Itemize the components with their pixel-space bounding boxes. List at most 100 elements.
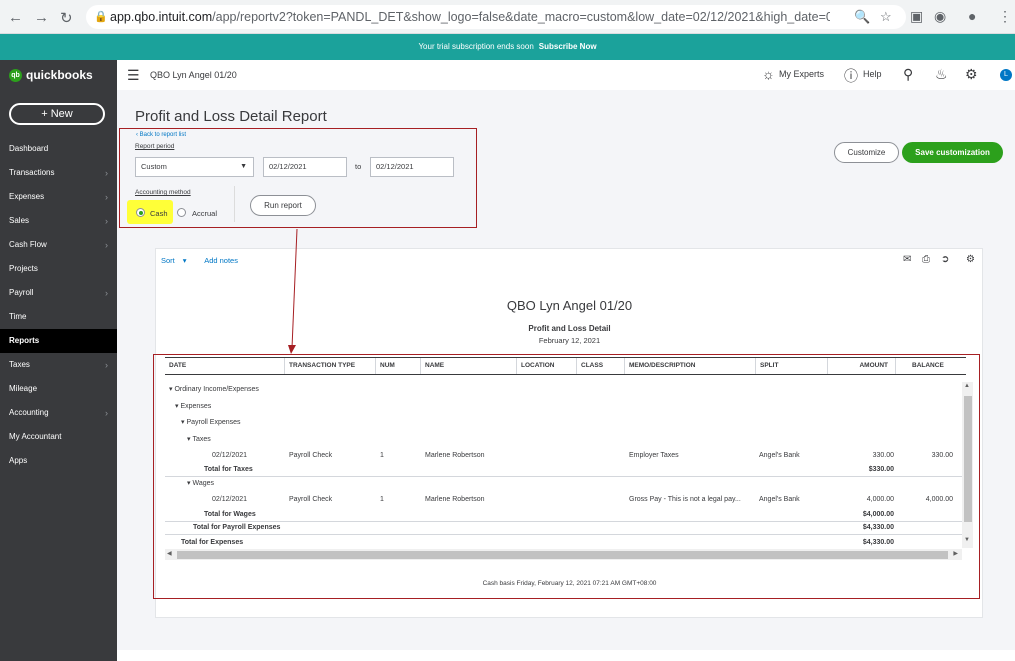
sidebar-item-dashboard[interactable]: Dashboard (0, 137, 117, 161)
to-date-field[interactable]: 02/12/2021 (370, 157, 454, 177)
sidebar-item-time[interactable]: Time (0, 305, 117, 329)
wages-row-type[interactable]: Payroll Check (289, 496, 333, 503)
reload-icon[interactable]: ↻ (60, 10, 73, 27)
col-balance[interactable]: BALANCE (912, 362, 944, 369)
sidebar-item-cash-flow[interactable]: Cash Flow › (0, 233, 117, 257)
back-arrow-icon[interactable]: ← (8, 9, 23, 26)
col-transaction-type[interactable]: TRANSACTION TYPE (289, 362, 356, 369)
avatar[interactable]: L (1000, 69, 1012, 81)
col-split[interactable]: SPLIT (760, 362, 779, 369)
group-payroll-expenses[interactable]: ▾ Payroll Expenses (181, 418, 241, 426)
from-date-field[interactable]: 02/12/2021 (263, 157, 347, 177)
eye-extension-icon[interactable]: ◉ (934, 8, 947, 24)
cash-radio[interactable] (136, 208, 145, 217)
help-link[interactable]: Help (863, 69, 882, 79)
chevron-right-icon: › (105, 408, 108, 418)
my-experts-icon[interactable]: ☼ (762, 66, 775, 82)
collapse-triangle-icon: ▾ (187, 480, 193, 487)
sidebar-item-label: Sales (9, 216, 30, 225)
col-memo-description[interactable]: MEMO/DESCRIPTION (629, 362, 696, 369)
col-divider (576, 358, 577, 374)
address-bar[interactable]: 🔒 app.qbo.intuit.com/app/reportv2?token=… (86, 5, 906, 29)
group-label: Ordinary Income/Expenses (174, 386, 259, 393)
hamburger-menu-icon[interactable]: ☰ (127, 67, 140, 83)
group-expenses[interactable]: ▾ Expenses (175, 402, 211, 410)
sidebar-item-accounting[interactable]: Accounting › (0, 401, 117, 425)
bookmark-star-icon[interactable]: ☆ (880, 9, 892, 24)
quickbooks-logo[interactable]: qb quickbooks (9, 68, 93, 83)
col-location[interactable]: LOCATION (521, 362, 555, 369)
sidebar-item-sales[interactable]: Sales › (0, 209, 117, 233)
group-wages[interactable]: ▾ Wages (187, 479, 214, 487)
sidebar-item-reports[interactable]: Reports (0, 329, 117, 353)
taxes-row-amount[interactable]: 330.00 (872, 452, 894, 459)
trial-text: Your trial subscription ends soon (418, 42, 534, 51)
total-wages-label: Total for Wages (204, 511, 256, 518)
col-amount[interactable]: AMOUNT (859, 362, 888, 369)
wages-row-memo: Gross Pay - This is not a legal pay... (629, 496, 741, 503)
new-button[interactable]: + New (9, 103, 105, 125)
report-period-select[interactable]: Custom ▼ (135, 157, 254, 177)
add-notes-link[interactable]: Add notes (204, 256, 238, 265)
sidebar-item-taxes[interactable]: Taxes › (0, 353, 117, 377)
email-icon[interactable]: ✉ (903, 254, 912, 265)
customize-button[interactable]: Customize (834, 142, 899, 163)
sort-caret-icon: ▾ (182, 256, 187, 265)
export-icon[interactable]: ➲ (941, 254, 950, 265)
sidebar-item-payroll[interactable]: Payroll › (0, 281, 117, 305)
url-path: /app/reportv2?token=PANDL_DET&show_logo=… (212, 10, 830, 24)
scroll-down-icon[interactable]: ▼ (964, 537, 970, 543)
wages-row-amount[interactable]: 4,000.00 (866, 496, 894, 503)
url-text[interactable]: app.qbo.intuit.com/app/reportv2?token=PA… (110, 10, 830, 24)
sidebar-item-label: My Accountant (9, 432, 62, 441)
taxes-row-type[interactable]: Payroll Check (289, 452, 333, 459)
profile-icon[interactable]: ● (968, 8, 977, 24)
sidebar-item-my-accountant[interactable]: My Accountant (0, 425, 117, 449)
save-customization-button[interactable]: Save customization (902, 142, 1003, 163)
sidebar-item-transactions[interactable]: Transactions › (0, 161, 117, 185)
group-ordinary-income[interactable]: ▾ Ordinary Income/Expenses (169, 385, 259, 393)
col-name[interactable]: NAME (425, 362, 445, 369)
col-divider (420, 358, 421, 374)
help-icon[interactable]: ⓘ (844, 68, 858, 84)
sidebar-item-mileage[interactable]: Mileage (0, 377, 117, 401)
taxes-row-name: Marlene Robertson (425, 452, 485, 459)
table-header-line-bottom (165, 374, 966, 375)
back-to-report-list-link[interactable]: ‹ Back to report list (136, 132, 186, 138)
subscribe-now-link[interactable]: Subscribe Now (538, 42, 597, 51)
col-date[interactable]: DATE (169, 362, 187, 369)
wages-row-split: Angel's Bank (759, 496, 800, 503)
col-class[interactable]: CLASS (581, 362, 604, 369)
group-taxes[interactable]: ▾ Taxes (187, 435, 211, 443)
menu-kebab-icon[interactable]: ⋮ (998, 8, 1012, 24)
scroll-up-icon[interactable]: ▲ (964, 383, 970, 389)
search-icon[interactable]: ⚲ (903, 66, 914, 82)
sidebar-item-apps[interactable]: Apps (0, 449, 117, 473)
scroll-left-icon[interactable]: ◀ (167, 551, 172, 557)
scroll-right-icon[interactable]: ▶ (953, 551, 958, 557)
print-icon[interactable]: ⎙ (922, 254, 930, 265)
sort-dropdown[interactable]: Sort ▾ (161, 256, 195, 265)
vertical-scrollbar[interactable]: ▲ ▼ (962, 382, 973, 548)
forward-arrow-icon[interactable]: → (34, 9, 49, 26)
run-report-button[interactable]: Run report (250, 195, 316, 216)
logo-text: quickbooks (26, 68, 93, 82)
report-settings-gear-icon[interactable]: ⚙ (966, 254, 975, 265)
vertical-scroll-thumb[interactable] (964, 396, 972, 522)
group-label: Taxes (192, 436, 211, 443)
collapse-triangle-icon: ▾ (169, 386, 175, 393)
sidebar-item-expenses[interactable]: Expenses › (0, 185, 117, 209)
extension-icon[interactable]: ▣ (910, 8, 924, 24)
zoom-icon[interactable]: 🔍 (854, 9, 871, 24)
horizontal-scroll-thumb[interactable] (177, 551, 948, 559)
col-num[interactable]: NUM (380, 362, 395, 369)
settings-gear-icon[interactable]: ⚙ (965, 66, 978, 82)
taxes-row-date: 02/12/2021 (212, 452, 248, 459)
horizontal-scrollbar[interactable]: ◀ ▶ (165, 549, 962, 560)
sidebar-item-label: Mileage (9, 384, 38, 393)
chevron-right-icon: › (105, 360, 108, 370)
sidebar-item-projects[interactable]: Projects (0, 257, 117, 281)
accrual-radio[interactable] (177, 208, 186, 217)
my-experts-link[interactable]: My Experts (779, 69, 825, 79)
notifications-bell-icon[interactable]: ♨ (935, 66, 948, 82)
